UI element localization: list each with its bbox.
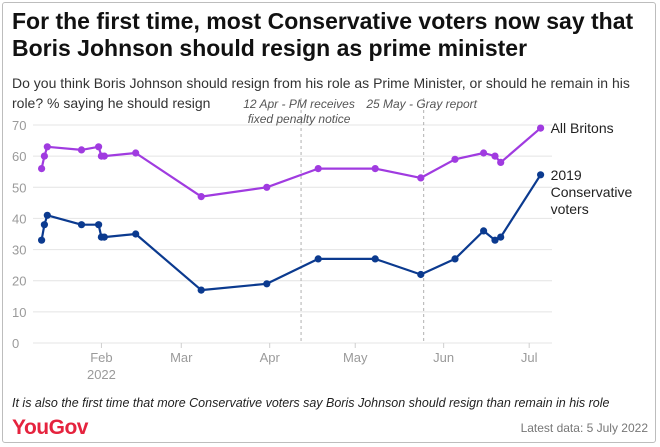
data-point — [77, 221, 86, 229]
data-point — [314, 165, 322, 173]
series-line — [40, 174, 542, 292]
data-point — [100, 152, 108, 160]
data-point — [537, 171, 545, 179]
annotation-label: fixed penalty notice — [248, 112, 351, 126]
data-point — [40, 221, 49, 229]
data-point — [497, 233, 505, 241]
chart-title: For the first time, most Conservative vo… — [12, 8, 634, 61]
x-tick-label: May — [343, 350, 368, 365]
y-tick-label: 10 — [12, 305, 26, 320]
series-line — [40, 127, 542, 198]
series-label: voters — [551, 201, 589, 217]
y-tick-label: 70 — [12, 118, 26, 133]
annotation-label: 12 Apr - PM receives — [243, 97, 355, 111]
series-label: 2019 — [551, 167, 582, 183]
data-point — [371, 165, 379, 173]
x-tick-sublabel: 2022 — [87, 367, 116, 382]
data-point — [77, 146, 86, 154]
data-point — [95, 221, 103, 229]
data-point — [537, 124, 545, 132]
x-tick-label: Feb — [90, 350, 112, 365]
data-point — [451, 255, 459, 263]
data-point — [43, 211, 51, 219]
x-tick-label: Apr — [260, 350, 281, 365]
chart-footnote: It is also the first time that more Cons… — [12, 396, 610, 410]
yougov-logo: YouGov — [12, 416, 88, 439]
y-tick-label: 50 — [12, 180, 26, 195]
data-point — [263, 183, 271, 191]
data-point — [40, 152, 49, 160]
data-point — [480, 149, 488, 157]
data-point — [38, 236, 46, 244]
chart-subtitle: Do you think Boris Johnson should resign… — [12, 75, 630, 111]
data-point — [132, 149, 140, 157]
data-point — [132, 230, 140, 238]
series-label: All Britons — [551, 120, 614, 136]
data-point — [497, 158, 505, 166]
data-point — [197, 286, 205, 294]
data-point — [480, 227, 488, 235]
series-label: Conservative — [551, 184, 633, 200]
data-point — [451, 155, 459, 163]
data-point — [95, 143, 103, 151]
chart-frame — [2, 2, 656, 443]
data-point — [491, 236, 499, 244]
data-point — [43, 143, 51, 151]
y-tick-label: 30 — [12, 243, 26, 258]
y-tick-label: 0 — [12, 336, 19, 351]
data-point — [314, 255, 322, 263]
data-point — [100, 233, 108, 241]
annotation-label: 25 May - Gray report — [365, 97, 477, 111]
data-point — [491, 152, 499, 160]
data-point — [371, 255, 379, 263]
data-point — [417, 174, 425, 182]
data-point — [38, 165, 46, 173]
data-point — [263, 280, 271, 288]
x-tick-label: Mar — [170, 350, 193, 365]
x-tick-label: Jun — [433, 350, 454, 365]
y-tick-label: 40 — [12, 211, 26, 226]
y-tick-label: 60 — [12, 149, 26, 164]
y-tick-label: 20 — [12, 274, 26, 289]
data-point — [197, 193, 205, 201]
latest-data-note: Latest data: 5 July 2022 — [520, 421, 648, 435]
data-point — [417, 270, 425, 279]
x-tick-label: Jul — [521, 350, 538, 365]
